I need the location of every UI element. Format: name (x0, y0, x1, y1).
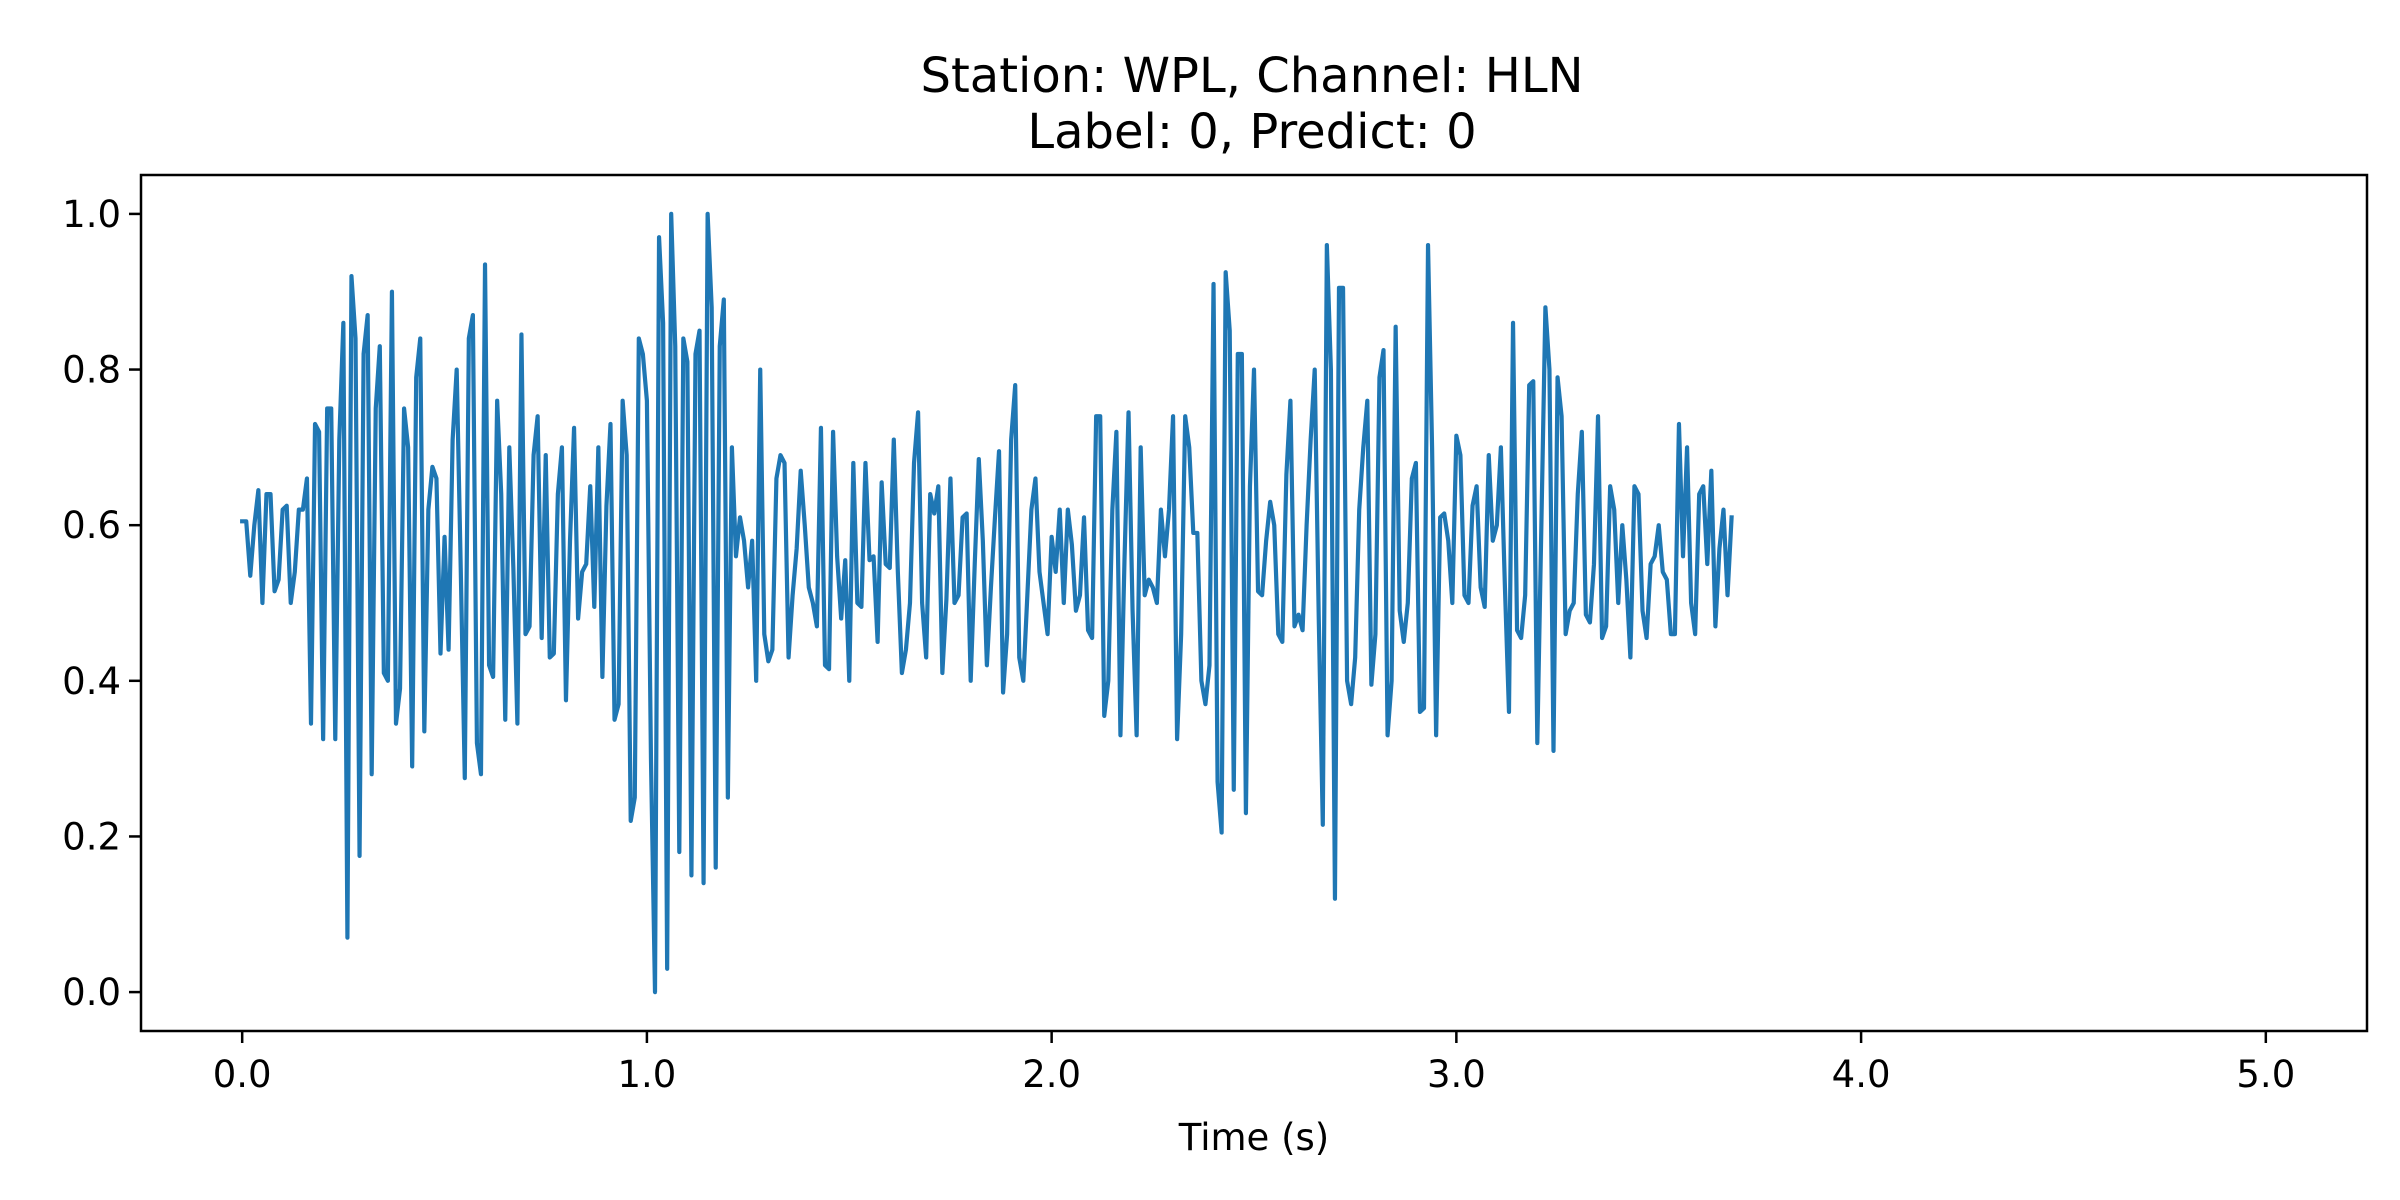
y-tick-label: 1.0 (62, 193, 121, 236)
y-tick-label: 0.6 (62, 504, 121, 547)
x-tick-label: 2.0 (1022, 1053, 1081, 1096)
chart-title-line-2: Label: 0, Predict: 0 (1027, 104, 1476, 160)
y-tick-label: 0.2 (62, 815, 121, 858)
x-axis-label: Time (s) (1178, 1116, 1329, 1159)
x-tick-label: 0.0 (213, 1053, 272, 1096)
plot-frame (139, 173, 2369, 1033)
x-tick-label: 3.0 (1427, 1053, 1486, 1096)
x-tick-label: 1.0 (617, 1053, 676, 1096)
x-tick-label: 4.0 (1832, 1053, 1891, 1096)
plot-area (240, 211, 1734, 995)
y-tick-label: 0.4 (62, 660, 121, 703)
x-axis-ticks: 0.0 1.0 2.0 3.0 4.0 5.0 (213, 1031, 2295, 1096)
y-tick-label: 0.0 (62, 971, 121, 1014)
y-axis-ticks: 0.0 0.2 0.4 0.6 0.8 1.0 (62, 193, 141, 1014)
y-tick-label: 0.8 (62, 349, 121, 392)
waveform-series-line-0 (240, 211, 1734, 995)
x-tick-label: 5.0 (2236, 1053, 2295, 1096)
chart-title-line-1: Station: WPL, Channel: HLN (921, 48, 1584, 104)
